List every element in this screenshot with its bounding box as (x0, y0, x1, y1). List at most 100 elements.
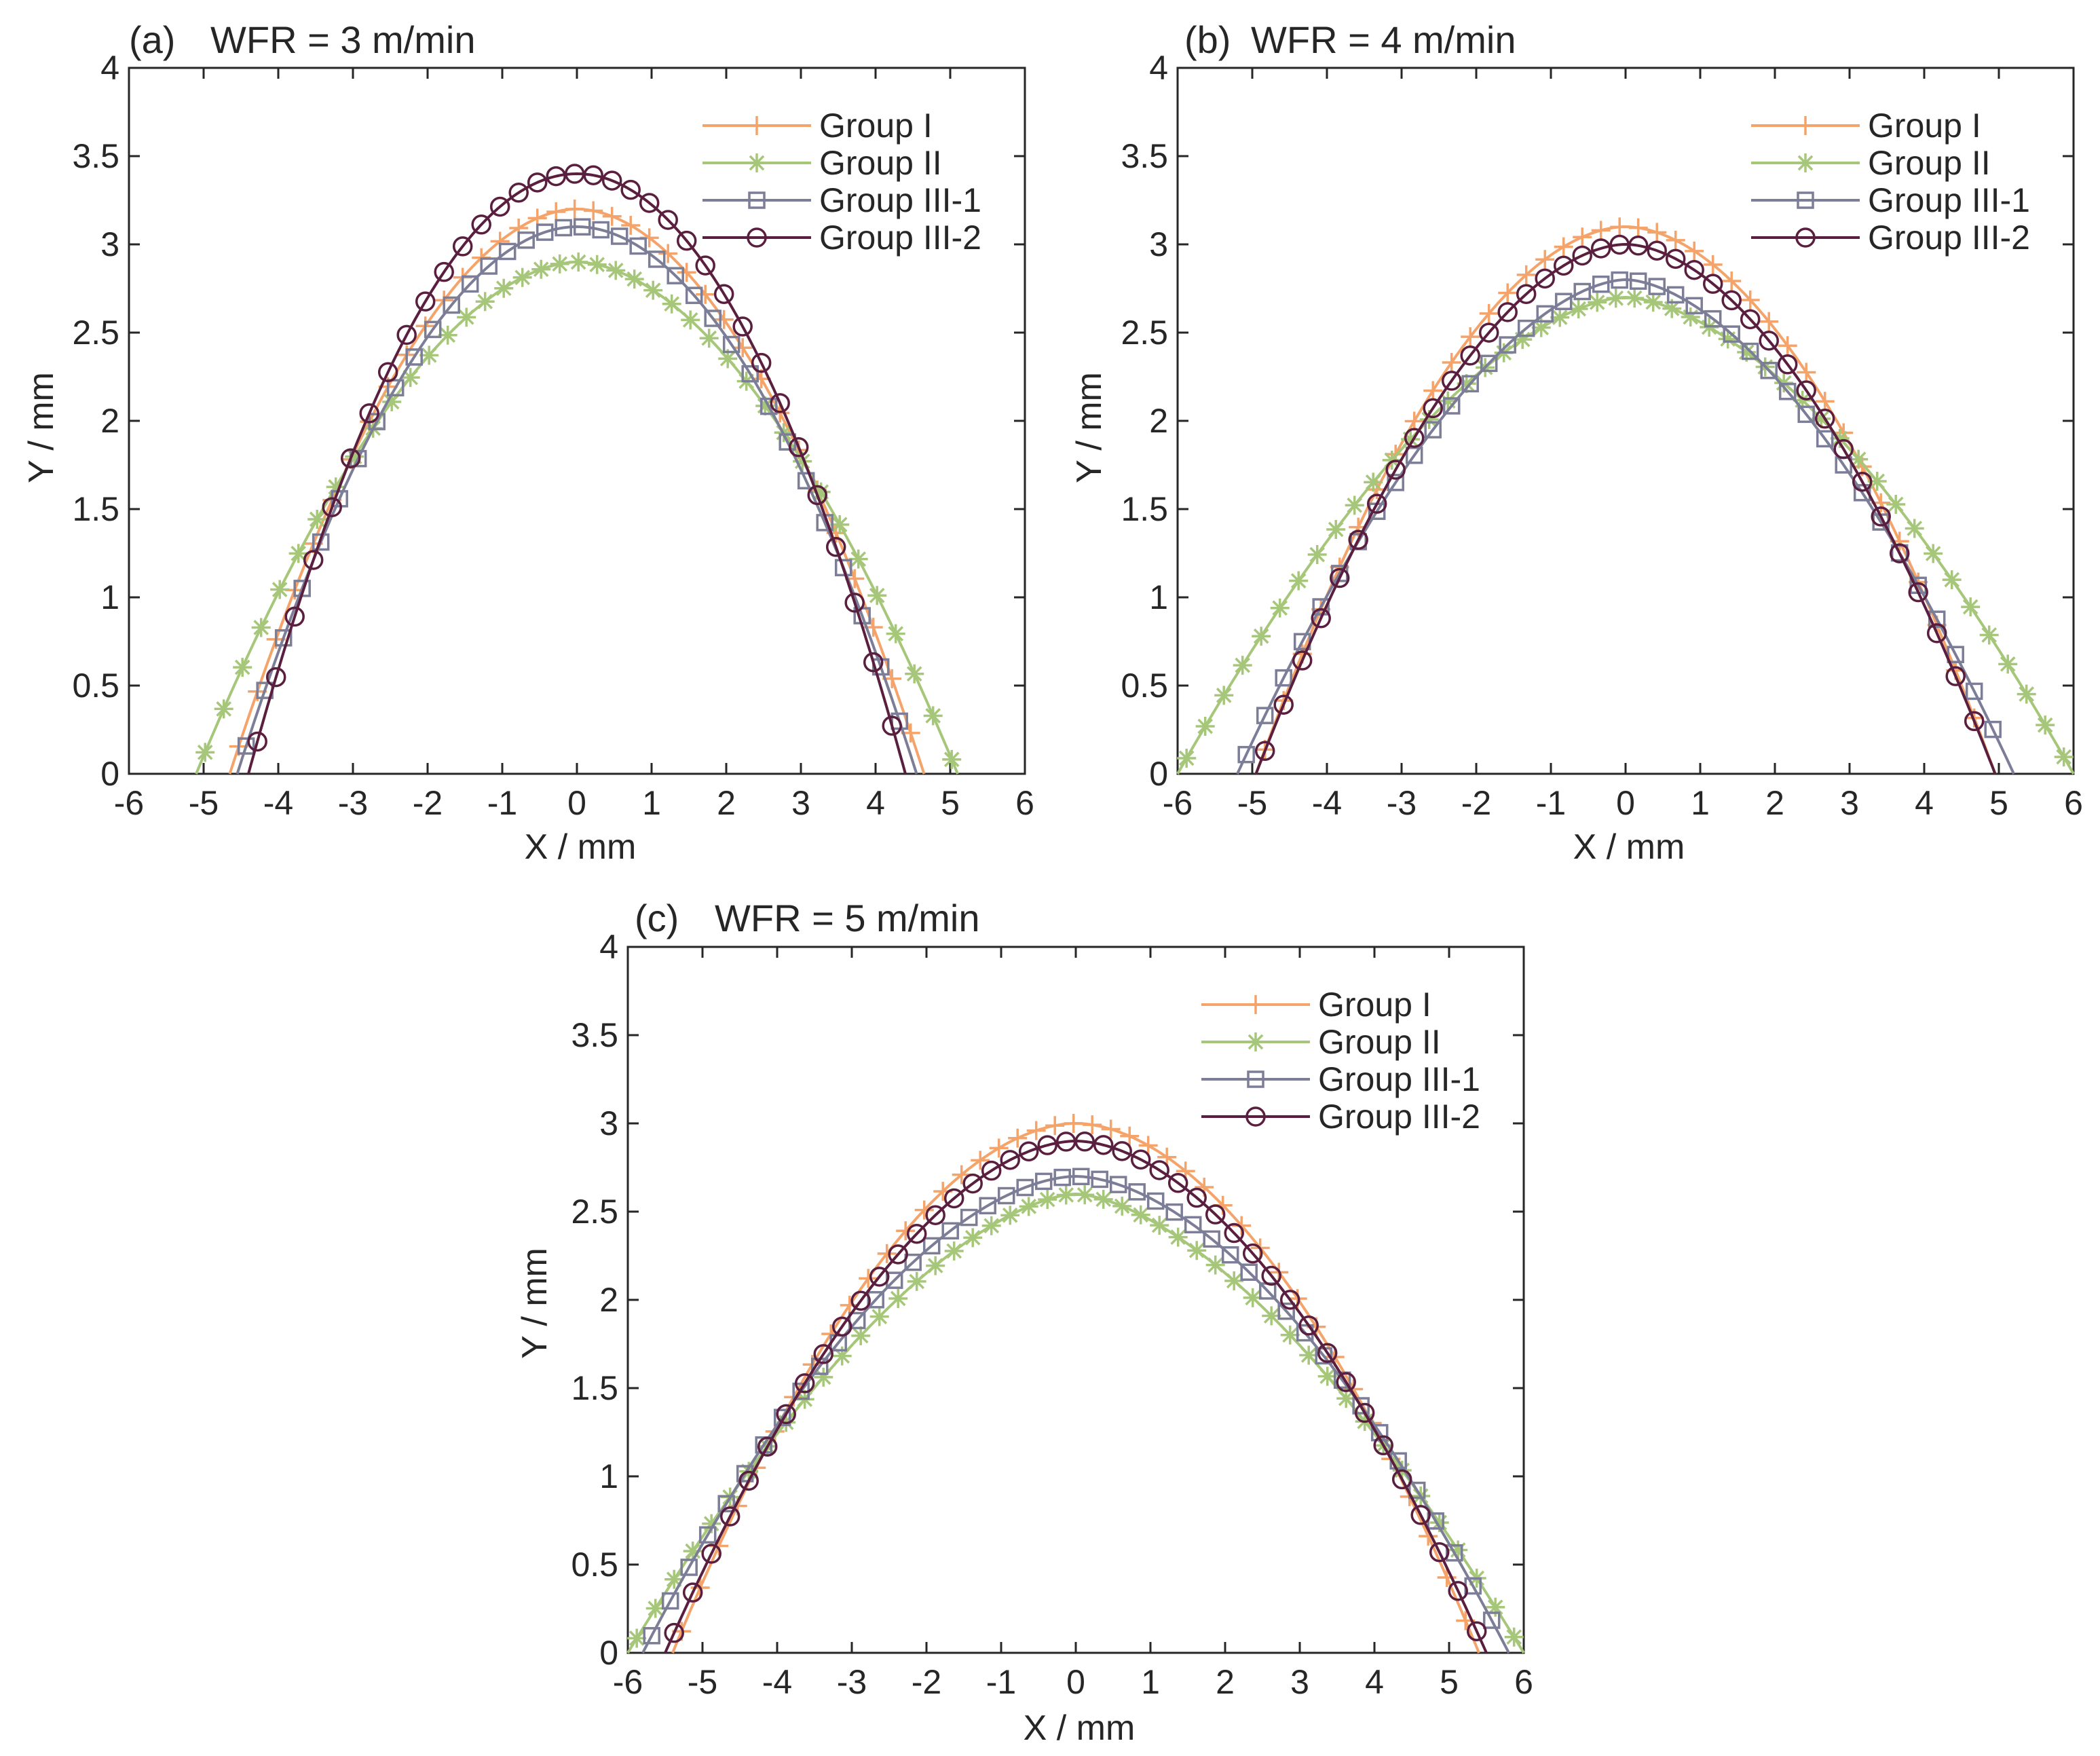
panel-b-xtick-label: 4 (1915, 784, 1934, 822)
panel-c-xtick-label: -6 (613, 1663, 643, 1701)
panel-a-series-2-marker (382, 392, 402, 411)
panel-b-series-2-marker (1662, 299, 1682, 318)
panel-c-ytick-label: 3.5 (571, 1016, 618, 1054)
panel-b-series-4-marker (1478, 322, 1499, 343)
panel-b-xtick-label: -1 (1536, 784, 1566, 822)
panel-b-series-3-marker (1256, 707, 1274, 724)
panel-c-series-2-marker (1150, 1216, 1169, 1235)
panel-b-series-4-marker (1740, 309, 1761, 330)
panel-b-series-2-marker (1214, 686, 1234, 705)
panel-b-series-1-marker (1404, 411, 1424, 431)
panel-c-series-2-marker (1093, 1189, 1113, 1209)
panel-a-series-4-marker (844, 593, 865, 613)
panel-b-series-2-marker (1401, 430, 1421, 449)
panel-b-series-2-marker (1233, 656, 1252, 675)
panel-b-series-2-marker (2036, 715, 2055, 735)
panel-a-series-1-marker (565, 200, 584, 219)
panel-c-ytick-label: 1 (599, 1457, 618, 1495)
panel-c-xtick-label: 6 (1514, 1663, 1533, 1701)
panel-a-series-4-marker (807, 485, 827, 506)
panel-b-series-2-marker (1942, 570, 1962, 590)
panel-a-series-2-marker (848, 549, 868, 569)
panel-c-series-3-marker (1165, 1203, 1183, 1221)
panel-c-series-3-marker (1184, 1216, 1202, 1234)
panel-c-wfr-label: WFR = 5 m/min (715, 897, 979, 939)
panel-b-ytick-label: 1 (1149, 578, 1168, 616)
panel-b-series-2-marker (1252, 627, 1271, 646)
panel-a-series-3-marker (667, 267, 684, 284)
panel-b-series-3-marker (1480, 354, 1498, 373)
panel-c-ytick-label: 2 (599, 1281, 618, 1319)
panel-a-series-4-marker (583, 165, 603, 185)
panel-a-series-3-marker (834, 559, 852, 576)
panel-b-series-1-marker (1461, 327, 1480, 347)
panel-c-series-4-marker (869, 1267, 890, 1287)
panel-c-ytick-label: 1.5 (571, 1369, 618, 1407)
panel-a-series-2-marker (867, 586, 887, 605)
panel-c-series-4-marker (719, 1506, 740, 1527)
panel-b-series-1-marker (1516, 265, 1536, 284)
panel-c-series-2-marker (1486, 1597, 1505, 1617)
panel-b-series-1-marker (1685, 241, 1704, 261)
panel-a-series-2-marker (214, 699, 233, 719)
panel-c-series-3-marker (1221, 1246, 1239, 1264)
panel-b-series-4-marker (1423, 398, 1443, 419)
panel-c-series-3-marker (1482, 1611, 1501, 1629)
panel-c-series-2-marker (1000, 1206, 1020, 1225)
panel-b-series-2-marker (1270, 598, 1290, 618)
panel-b-series-3-marker (1312, 598, 1330, 616)
panel-c-xtick-label: -2 (912, 1663, 941, 1701)
panel-b-series-4-marker (1572, 245, 1592, 266)
panel-c-series-4-marker (1037, 1135, 1057, 1155)
panel-c-series-4-marker (757, 1436, 778, 1457)
panel-a-series-2-marker (830, 515, 850, 534)
panel-b-series-3-marker (1741, 342, 1759, 360)
panel-a-series-4-marker (620, 179, 641, 200)
panel-c-xtick-label: -1 (986, 1663, 1016, 1701)
panel-b-series-2-marker (1998, 654, 2018, 674)
panel-c-series-2-marker (1187, 1241, 1207, 1260)
panel-b-series-2-marker (1905, 519, 1924, 538)
panel-b-series-3-marker (1704, 310, 1722, 328)
panel-a-series-3-marker (237, 737, 255, 755)
panel-b-series-4-marker (1628, 236, 1649, 256)
panel-c-ylabel: Y / mm (515, 1248, 555, 1359)
panel-c-legend-label: Group III-1 (1318, 1060, 1480, 1098)
panel-b-series-2-marker (1569, 299, 1588, 319)
panel-a-ytick-label: 0 (100, 755, 119, 793)
panel-b-series-4-marker (1908, 582, 1928, 603)
panel-b-series-1-marker (1740, 290, 1760, 310)
panel-b-series-4-marker (1702, 274, 1723, 294)
panel-a-series-3-marker (592, 221, 610, 239)
panel-a-ytick-label: 0.5 (72, 667, 119, 705)
panel-b-series-4-marker (1254, 741, 1275, 762)
panel-a-series-4-marker (396, 324, 417, 345)
panel-b-series-3-marker (1666, 286, 1685, 304)
panel-c-series-2-line (626, 1192, 1525, 1654)
panel-c-series-4-marker (1336, 1372, 1356, 1392)
panel-a-series-2-marker (569, 253, 588, 272)
panel-b-series-4-marker (1871, 506, 1891, 527)
panel-b-series-2-marker (1289, 571, 1309, 591)
panel-b-series-4-marker (1441, 371, 1462, 391)
panel-a-xtick-label: -1 (487, 784, 517, 822)
panel-c-series-3-line (641, 1174, 1510, 1654)
panel-a-legend-label: Group II (819, 144, 942, 182)
panel-a-series-4-marker (377, 362, 398, 383)
panel-b-series-1-marker (1703, 255, 1723, 274)
panel-b-series-3-marker (1965, 682, 1983, 700)
panel-c-series-4-marker (888, 1244, 908, 1265)
panel-c-series-3-marker (1240, 1263, 1258, 1281)
panel-a-series-3-marker (405, 348, 423, 366)
panel-a-series-2-marker (624, 269, 644, 289)
panel-c-series-2-marker (1112, 1196, 1132, 1216)
panel-c-series-2-marker (888, 1288, 908, 1308)
panel-b-series-3-marker (1629, 272, 1647, 290)
panel-b-series-2-marker (1718, 329, 1738, 349)
panel-c-series-2-marker (907, 1271, 926, 1291)
panel-a-xlabel: X / mm (525, 827, 637, 867)
panel-c-series-4-marker (850, 1290, 871, 1311)
panel-b-series-1-marker (1647, 223, 1667, 242)
panel-c-series-3-marker (1072, 1167, 1090, 1186)
panel-b-series-4-marker (1273, 694, 1294, 715)
